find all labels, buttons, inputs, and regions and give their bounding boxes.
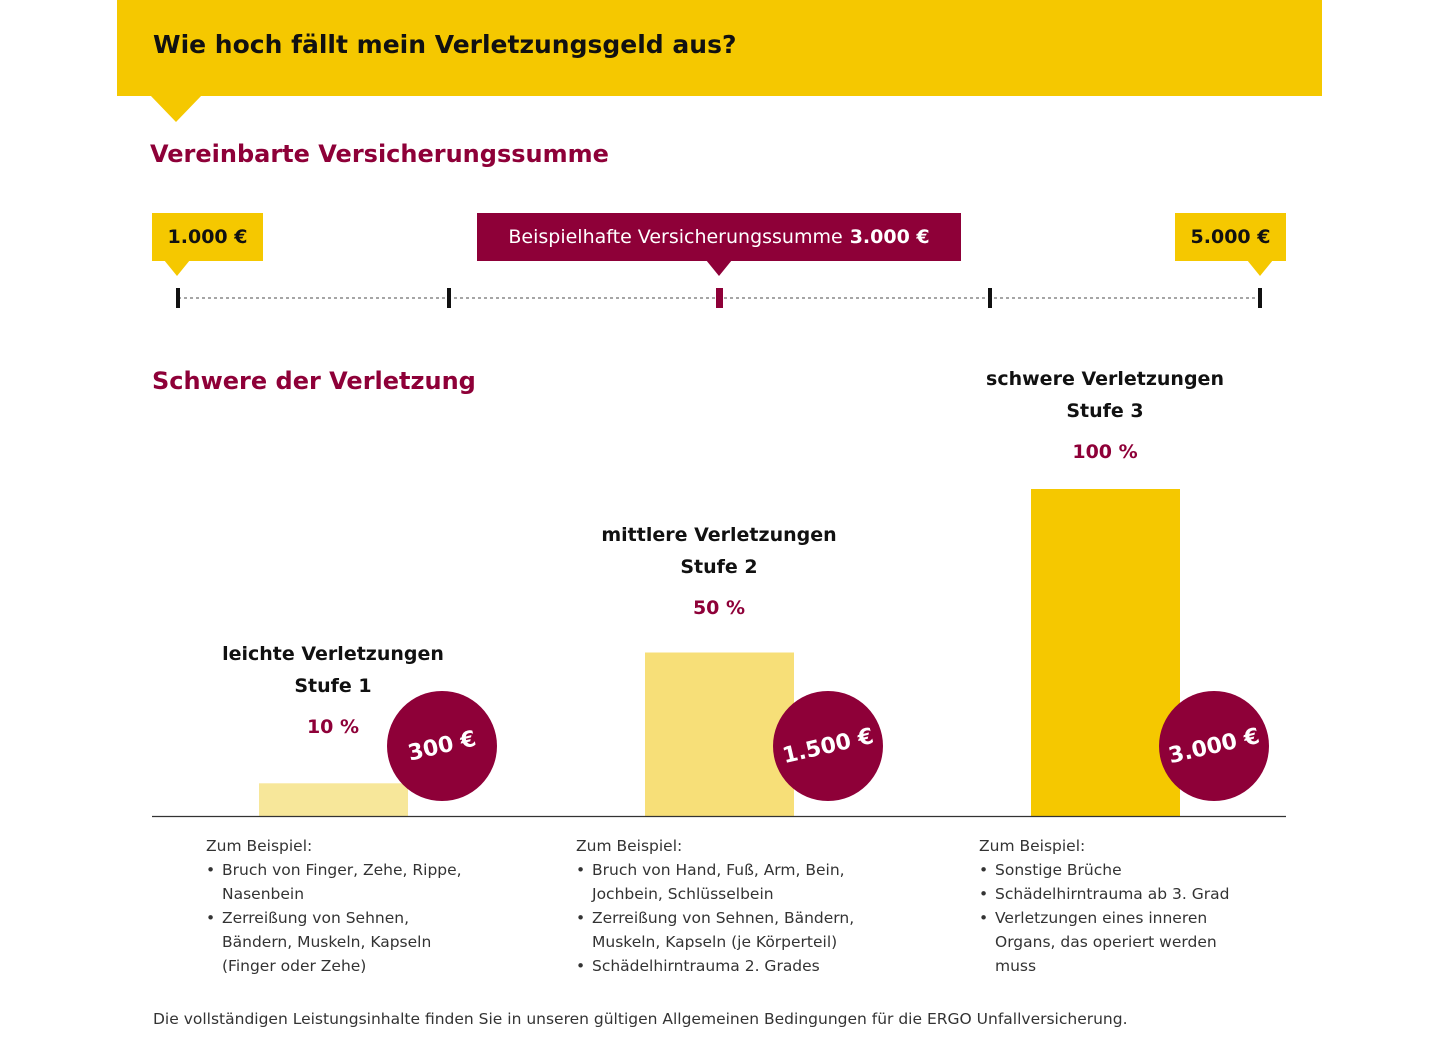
bar-percent-1: 10 % <box>306 716 360 738</box>
examples-heading: Zum Beispiel: <box>576 837 683 855</box>
sum-scale <box>176 288 1262 308</box>
examples-heading: Zum Beispiel: <box>206 837 313 855</box>
sum-section-title: Vereinbarte Versicherungssumme <box>150 140 609 168</box>
example-sum-label: Beispielhafte Versicherungssumme 3.000 € <box>477 213 961 276</box>
page-title: Wie hoch fällt mein Verletzungsgeld aus? <box>153 30 737 59</box>
list-item: Zerreißung von Sehnen, Bändern, Muskeln,… <box>576 906 866 954</box>
examples-stage-1: Zum Beispiel: Bruch von Finger, Zehe, Ri… <box>206 834 476 978</box>
bar-stage-2: Stufe 2 <box>680 556 758 578</box>
bar-label-2: mittlere Verletzungen Stufe 2 <box>559 519 879 583</box>
bar-category-3: schwere Verletzungen <box>986 368 1224 390</box>
payout-bubble-2 <box>773 691 883 801</box>
scale-tick-4 <box>988 288 992 308</box>
examples-heading: Zum Beispiel: <box>979 837 1086 855</box>
examples-list: Sonstige Brüche Schädelhirntrauma ab 3. … <box>979 858 1254 978</box>
examples-list: Bruch von Finger, Zehe, Rippe, Nasenbein… <box>206 858 476 978</box>
list-item: Zerreißung von Sehnen, Bändern, Muskeln,… <box>206 906 476 978</box>
bar-category-1: leichte Verletzungen <box>222 643 444 665</box>
scale-tick-5 <box>1258 288 1262 308</box>
injury-section-title: Schwere der Verletzung <box>152 367 476 395</box>
min-sum-label: 1.000 € <box>152 213 263 276</box>
examples-list: Bruch von Hand, Fuß, Arm, Bein, Jochbein… <box>576 858 866 978</box>
example-sum-prefix: Beispielhafte Versicherungssumme <box>508 226 843 248</box>
payout-bubble-3 <box>1159 691 1269 801</box>
bar-category-2: mittlere Verletzungen <box>601 524 837 546</box>
bar-stage-3: Stufe 3 <box>1066 400 1144 422</box>
list-item: Schädelhirntrauma 2. Grades <box>576 954 866 978</box>
list-item: Schädelhirntrauma ab 3. Grad <box>979 882 1254 906</box>
examples-stage-3: Zum Beispiel: Sonstige Brüche Schädelhir… <box>979 834 1254 978</box>
examples-stage-2: Zum Beispiel: Bruch von Hand, Fuß, Arm, … <box>576 834 866 978</box>
bar-label-3: schwere Verletzungen Stufe 3 <box>945 363 1265 427</box>
bar-stage-1: Stufe 1 <box>294 675 372 697</box>
example-sum-value: 3.000 € <box>849 226 930 248</box>
bar-3 <box>1031 489 1180 816</box>
list-item: Verletzungen eines inneren Organs, das o… <box>979 906 1254 978</box>
scale-tick-1 <box>176 288 180 308</box>
bar-1 <box>259 783 408 816</box>
bar-label-1: leichte Verletzungen Stufe 1 <box>173 638 493 702</box>
scale-tick-2 <box>447 288 451 308</box>
header-banner <box>117 0 1322 96</box>
footer-note: Die vollständigen Leistungsinhalte finde… <box>153 1010 1128 1028</box>
bar-2 <box>645 652 794 816</box>
list-item: Bruch von Hand, Fuß, Arm, Bein, Jochbein… <box>576 858 866 906</box>
bar-percent-3: 100 % <box>1072 441 1138 463</box>
payout-bubble-1 <box>387 691 497 801</box>
max-sum-label: 5.000 € <box>1175 213 1286 276</box>
list-item: Sonstige Brüche <box>979 858 1254 882</box>
bar-percent-2: 50 % <box>692 597 746 619</box>
list-item: Bruch von Finger, Zehe, Rippe, Nasenbein <box>206 858 476 906</box>
scale-tick-selected <box>716 288 723 308</box>
header-pointer <box>150 95 202 122</box>
